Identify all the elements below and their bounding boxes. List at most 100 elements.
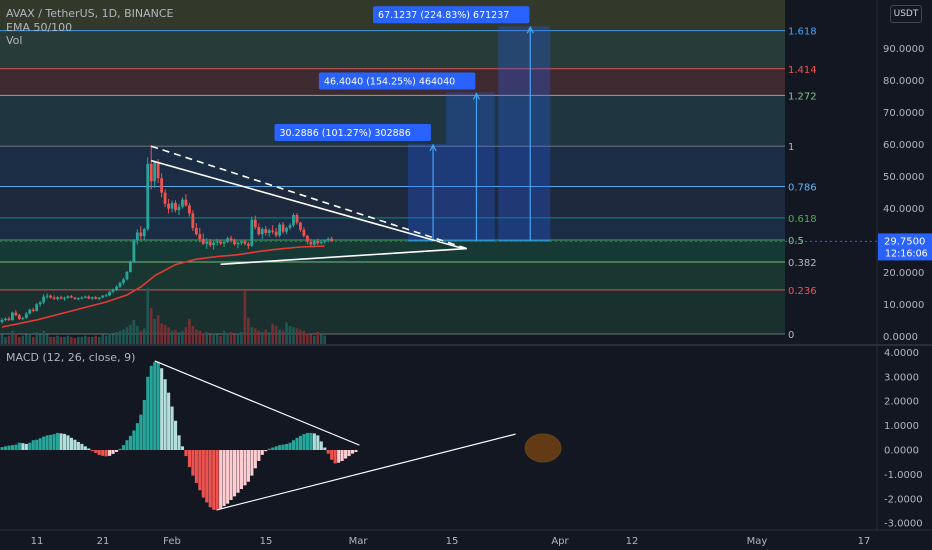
macd-bar (288, 442, 292, 450)
macd-axis-tick: -2.0000 (884, 494, 923, 505)
volume-bar (299, 329, 302, 344)
macd-bar (285, 443, 289, 450)
macd-bar (83, 446, 87, 450)
macd-bar (56, 432, 60, 450)
triangle-trendline (220, 247, 468, 266)
volume-bar (160, 323, 163, 344)
volume-bar (49, 336, 52, 344)
volume-legend[interactable]: Vol (6, 34, 23, 47)
projection-box (498, 26, 551, 241)
macd-bar (146, 376, 150, 450)
time-axis-tick: Mar (349, 536, 369, 547)
ema-legend[interactable]: EMA 50/100 (6, 21, 73, 34)
volume-bar (63, 336, 66, 344)
time-axis-tick: 12 (626, 536, 639, 547)
macd-bar (94, 450, 98, 453)
candle-body (194, 227, 198, 235)
candle-body (316, 240, 320, 244)
macd-bar (104, 450, 108, 457)
macd-bar (153, 362, 157, 450)
macd-bar (17, 442, 21, 450)
macd-axis-tick: 1.0000 (884, 421, 919, 432)
candle-body (122, 279, 125, 283)
candle-body (56, 297, 59, 299)
volume-bar (153, 318, 156, 344)
volume-bar (163, 324, 167, 344)
currency-badge[interactable]: USDT (890, 5, 922, 23)
candle-body (163, 192, 167, 204)
volume-bar (229, 332, 233, 344)
volume-bar (139, 330, 143, 344)
candle-body (14, 312, 18, 316)
volume-bar (177, 332, 181, 344)
macd-bar (257, 450, 261, 461)
volume-bar (274, 326, 278, 344)
macd-bar (180, 446, 185, 450)
candle-body (302, 229, 306, 236)
macd-bar (121, 445, 126, 450)
macd-bar (354, 450, 358, 452)
macd-bar (239, 450, 244, 490)
macd-bar (170, 406, 174, 450)
macd-bar (201, 450, 205, 498)
candle-body (139, 232, 143, 237)
macd-bar (38, 438, 42, 450)
macd-legend[interactable]: MACD (12, 26, close, 9) (6, 351, 136, 364)
macd-bar (347, 450, 351, 457)
price-axis-tick: 10.0000 (883, 300, 924, 311)
candle-body (115, 286, 118, 290)
candle-body (132, 240, 136, 262)
candle-body (187, 205, 191, 214)
volume-bar (271, 323, 274, 344)
candle-body (250, 219, 254, 246)
volume-bar (14, 333, 18, 344)
macd-bar (187, 450, 191, 468)
volume-bar (156, 315, 160, 344)
macd-bar (174, 420, 178, 450)
macd-bar (118, 448, 122, 450)
volume-bar (111, 334, 115, 344)
volume-bar (59, 336, 63, 344)
macd-bar (236, 450, 240, 493)
macd-bar (80, 443, 84, 450)
volume-bar (233, 334, 236, 344)
volume-bar (18, 336, 21, 344)
macd-trendline (154, 360, 360, 446)
volume-bar (35, 332, 38, 344)
macd-bar (291, 440, 296, 450)
candle-body (17, 315, 21, 319)
candle-body (7, 318, 11, 321)
volume-bar (104, 335, 108, 344)
candle-body (108, 291, 111, 296)
candle-body (38, 302, 42, 305)
candle-body (11, 312, 14, 321)
candle-body (264, 229, 268, 233)
macd-axis-tick: -3.0000 (884, 519, 923, 530)
time-axis-tick: Apr (551, 536, 569, 547)
projection-label: 67.1237 (224.83%) 671237 (378, 10, 509, 21)
candle-body (146, 163, 150, 230)
candle-body (73, 297, 77, 299)
volume-bar (219, 335, 222, 344)
macd-bar (323, 447, 327, 450)
time-axis-tick: 21 (97, 536, 110, 547)
macd-bar (191, 450, 195, 476)
macd-bar (337, 450, 341, 463)
macd-bar (274, 446, 278, 450)
volume-bar (73, 338, 77, 344)
time-axis-tick: 15 (260, 536, 273, 547)
volume-bar (118, 330, 122, 344)
volume-bar (97, 336, 101, 344)
macd-bar (250, 450, 254, 476)
candle-body (28, 309, 32, 314)
volume-bar (264, 329, 268, 344)
macd-bar (198, 450, 202, 491)
macd-bar (278, 445, 282, 450)
projection-label-box (274, 123, 431, 141)
macd-bar (267, 448, 271, 450)
macd-bar (163, 379, 167, 450)
symbol-title[interactable]: AVAX / TetherUS, 1D, BINANCE (6, 7, 174, 20)
fib-zone (0, 239, 785, 263)
